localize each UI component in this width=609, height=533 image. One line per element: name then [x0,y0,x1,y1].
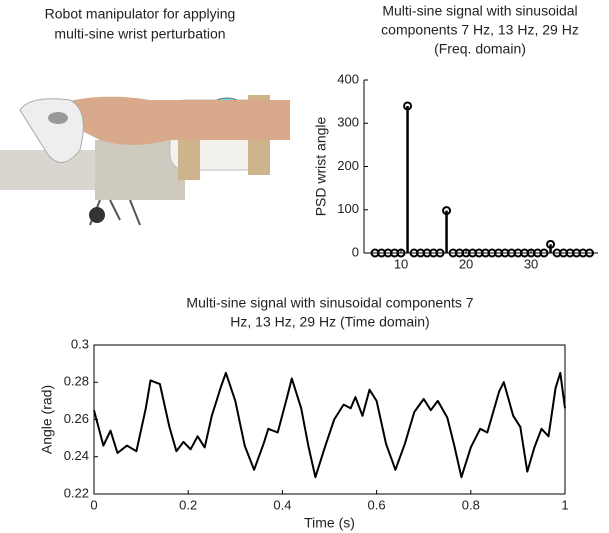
y-axis-label: PSD wrist angle [313,116,329,216]
forearm [40,96,290,145]
y-tick-label: 400 [337,71,359,86]
y-tick-label: 0.26 [64,411,89,426]
photo [0,95,290,226]
chart-title: (Freq. domain) [434,41,526,57]
y-tick-label: 100 [337,201,359,216]
x-tick-label: 0 [90,497,97,512]
x-tick-label: 0.2 [179,497,197,512]
signal-line [93,371,566,479]
y-tick-label: 200 [337,158,359,173]
stem-marker [546,239,556,249]
y-tick-label: 0.24 [64,448,89,463]
chart-title: Multi-sine signal with sinusoidal compon… [186,295,473,311]
stem-marker [539,248,549,258]
x-axis-label: Time (s) [304,515,355,531]
x-tick-label: 10 [394,256,408,271]
stem-marker [435,248,445,258]
stem-marker [396,248,406,258]
x-tick-label: 0.8 [462,497,480,512]
photo-caption: multi-sine wrist perturbation [54,26,225,42]
x-tick-label: 1 [561,497,568,512]
y-tick-label: 0 [352,244,359,259]
handle [19,98,84,163]
y-tick-label: 0.28 [64,374,89,389]
chart-title: components 7 Hz, 13 Hz, 29 Hz [381,22,579,38]
y-tick-label: 0.3 [71,336,89,351]
y-tick-label: 0.22 [64,485,89,500]
x-tick-label: 0.6 [368,497,386,512]
stem-marker [585,248,595,258]
x-tick-label: 20 [459,256,473,271]
y-axis-label: Angle (rad) [39,385,55,454]
stem-marker [403,101,413,111]
chart-title: Hz, 13 Hz, 29 Hz (Time domain) [230,314,429,330]
plot-frame [93,344,566,495]
y-tick-label: 300 [337,115,359,130]
connector [89,207,105,223]
photo-caption: Robot manipulator for applying [45,6,236,22]
stem-marker [442,206,452,216]
chart-title: Multi-sine signal with sinusoidal [382,3,577,19]
x-tick-label: 30 [524,256,538,271]
grip [48,112,68,124]
x-tick-label: 0.4 [273,497,291,512]
